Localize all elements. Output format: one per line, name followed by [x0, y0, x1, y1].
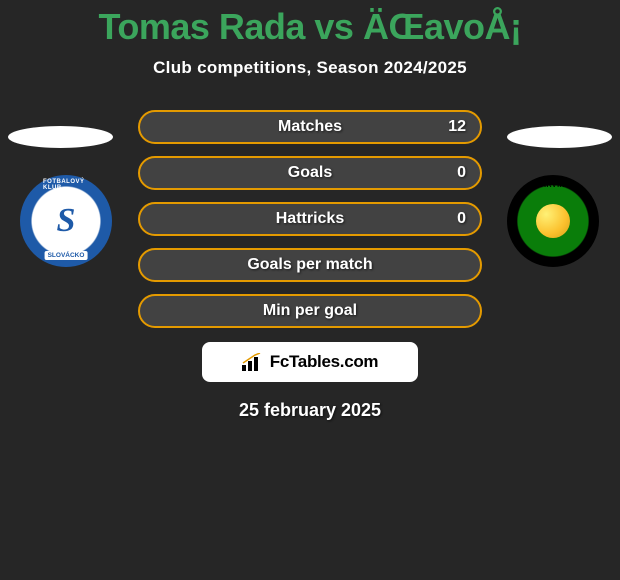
stat-value-right: 0 [457, 164, 466, 182]
stat-row-hattricks: Hattricks 0 [138, 202, 482, 236]
oval-placeholder-left [8, 126, 113, 148]
stat-value-right: 0 [457, 210, 466, 228]
stat-label: Goals [288, 164, 332, 182]
oval-placeholder-right [507, 126, 612, 148]
subtitle: Club competitions, Season 2024/2025 [0, 58, 620, 78]
date-text: 25 february 2025 [0, 400, 620, 421]
stat-row-matches: Matches 12 [138, 110, 482, 144]
club-logo-left: FOTBALOVÝ KLUB [20, 175, 112, 267]
stat-value-right: 12 [448, 118, 466, 136]
stat-label: Matches [278, 118, 342, 136]
club-logo-right [507, 175, 599, 267]
stat-row-goals-per-match: Goals per match [138, 248, 482, 282]
stat-row-min-per-goal: Min per goal [138, 294, 482, 328]
comparison-title: Tomas Rada vs ÄŒavoÅ¡ [0, 0, 620, 48]
stat-label: Goals per match [247, 256, 372, 274]
branding-badge: FcTables.com [202, 342, 418, 382]
club-logo-left-text: FOTBALOVÝ KLUB [43, 179, 89, 191]
stat-label: Hattricks [276, 210, 344, 228]
stat-label: Min per goal [263, 302, 357, 320]
branding-text: FcTables.com [270, 352, 379, 372]
bar-chart-icon [242, 353, 264, 371]
stats-container: Matches 12 Goals 0 Hattricks 0 Goals per… [138, 110, 482, 328]
stat-row-goals: Goals 0 [138, 156, 482, 190]
